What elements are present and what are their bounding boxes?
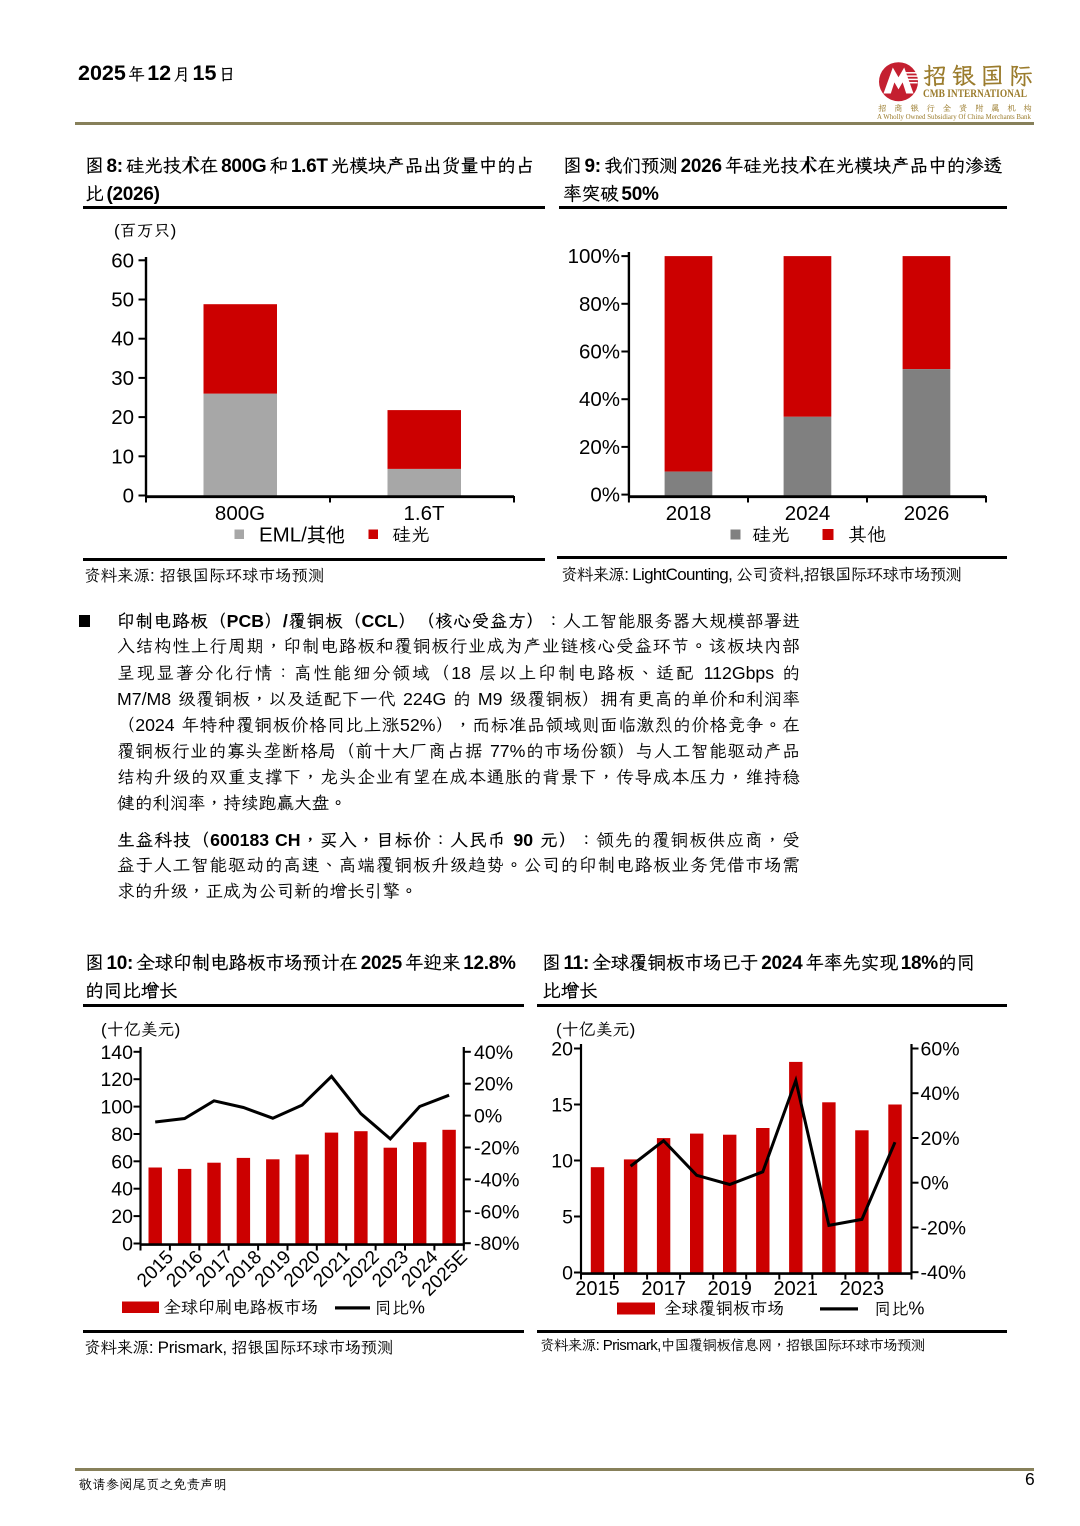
svg-text:40%: 40% [474,1042,513,1064]
svg-text:0%: 0% [474,1106,502,1128]
svg-text:60: 60 [111,1151,133,1173]
svg-text:50: 50 [111,289,134,312]
svg-text:1.6T: 1.6T [403,502,444,525]
svg-text:EML/其他: EML/其他 [259,524,345,547]
svg-text:-40%: -40% [921,1262,967,1284]
svg-text:全球印刷电路板市场: 全球印刷电路板市场 [164,1295,319,1318]
svg-text:40%: 40% [921,1083,960,1105]
svg-text:同比%: 同比% [375,1296,425,1319]
svg-text:其他: 其他 [848,522,886,547]
svg-text:2021: 2021 [774,1278,819,1300]
svg-text:2018: 2018 [666,502,712,525]
svg-text:2024: 2024 [785,502,831,525]
svg-text:800G: 800G [215,502,265,525]
svg-text:同比%: 同比% [874,1297,924,1320]
svg-text:10: 10 [111,445,134,468]
svg-text:硅光: 硅光 [752,522,790,547]
svg-text:120: 120 [100,1069,133,1091]
svg-text:0: 0 [122,1234,133,1256]
svg-text:2017: 2017 [641,1278,686,1300]
svg-text:40: 40 [111,1179,133,1201]
svg-text:15: 15 [551,1095,573,1117]
svg-text:0: 0 [562,1263,573,1285]
svg-text:0%: 0% [590,484,620,507]
svg-text:40: 40 [111,328,134,351]
svg-text:-60%: -60% [474,1201,520,1223]
svg-text:60%: 60% [579,341,620,364]
svg-text:2019: 2019 [707,1278,752,1300]
svg-text:0: 0 [123,485,134,508]
svg-text:40%: 40% [579,388,620,411]
svg-text:2026: 2026 [904,502,950,525]
svg-text:80: 80 [111,1124,133,1146]
svg-text:20%: 20% [474,1074,513,1096]
svg-text:100: 100 [100,1097,133,1119]
svg-text:30: 30 [111,367,134,390]
svg-text:60: 60 [111,249,134,272]
svg-text:0%: 0% [921,1173,949,1195]
svg-text:60%: 60% [921,1039,960,1061]
svg-text:-20%: -20% [921,1218,967,1240]
svg-text:-20%: -20% [474,1138,520,1160]
svg-text:80%: 80% [579,293,620,316]
svg-text:硅光: 硅光 [392,522,430,547]
svg-text:2015: 2015 [575,1278,620,1300]
svg-text:5: 5 [562,1207,573,1229]
svg-text:20: 20 [111,406,134,429]
svg-text:140: 140 [100,1042,133,1064]
svg-text:100%: 100% [568,245,620,268]
svg-text:-40%: -40% [474,1169,520,1191]
svg-text:20: 20 [551,1039,573,1061]
svg-text:全球覆铜板市场: 全球覆铜板市场 [664,1296,784,1319]
svg-text:-80%: -80% [474,1233,520,1255]
svg-text:20%: 20% [921,1128,960,1150]
svg-text:20: 20 [111,1206,133,1228]
svg-text:2023: 2023 [840,1278,885,1300]
svg-text:20%: 20% [579,436,620,459]
svg-text:10: 10 [551,1151,573,1173]
